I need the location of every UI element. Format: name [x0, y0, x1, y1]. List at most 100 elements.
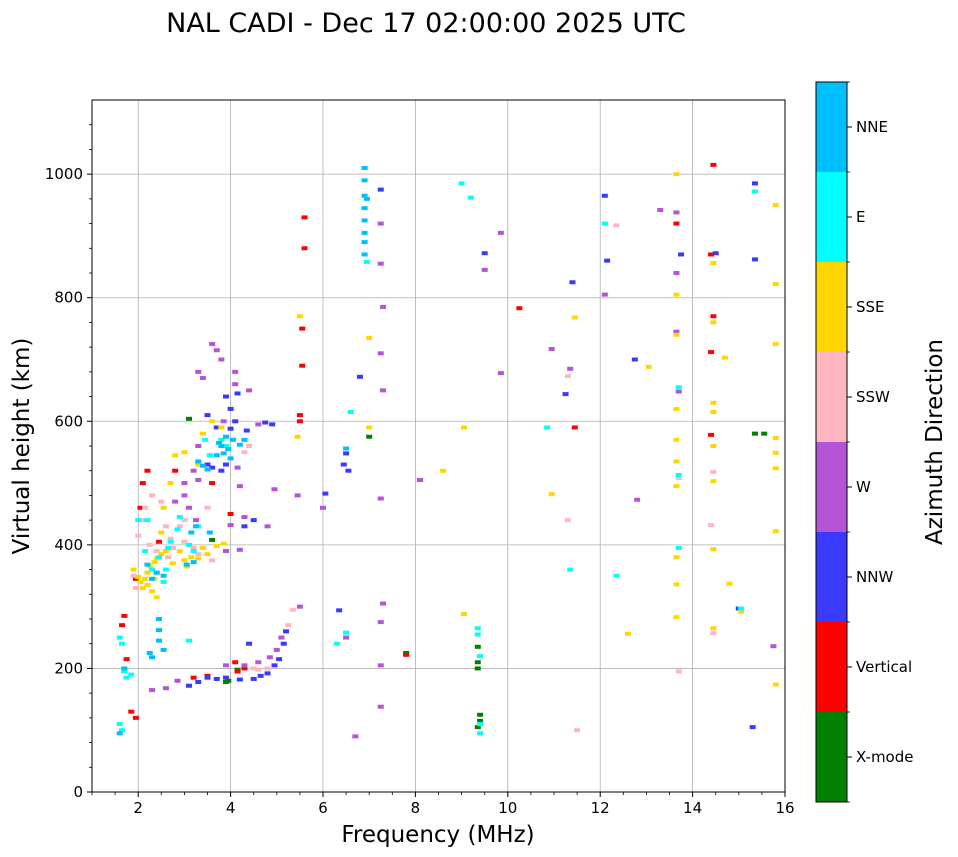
data-point	[153, 549, 160, 554]
colorbar-label: X-mode	[856, 748, 913, 766]
data-point	[169, 561, 176, 566]
data-point	[116, 731, 123, 736]
data-point	[710, 314, 717, 319]
colorbar-label: SSE	[856, 298, 885, 316]
data-point	[188, 555, 195, 560]
data-point	[255, 660, 262, 665]
data-point	[548, 346, 555, 351]
data-point	[296, 413, 303, 418]
data-point	[195, 462, 202, 467]
data-point	[220, 419, 227, 424]
data-point	[206, 453, 213, 458]
y-tick-label: 400	[54, 536, 83, 554]
data-point	[192, 524, 199, 529]
data-point	[181, 558, 188, 563]
data-point	[708, 350, 715, 355]
data-point	[144, 562, 151, 567]
data-point	[213, 348, 220, 353]
data-point	[167, 536, 174, 541]
data-point	[222, 462, 229, 467]
data-point	[366, 425, 373, 430]
data-point	[241, 663, 248, 668]
data-point	[269, 422, 276, 427]
data-point	[645, 364, 652, 369]
data-point	[176, 549, 183, 554]
data-point	[213, 425, 220, 430]
data-point	[772, 342, 779, 347]
data-point	[474, 632, 481, 637]
data-point	[241, 524, 248, 529]
data-point	[135, 518, 142, 523]
data-point	[139, 586, 146, 591]
y-tick-label: 0	[73, 783, 83, 801]
data-point	[377, 221, 384, 226]
data-point	[710, 469, 717, 474]
data-point	[675, 389, 682, 394]
data-point	[204, 675, 211, 680]
data-point	[710, 400, 717, 405]
data-point	[675, 476, 682, 481]
data-point	[186, 542, 193, 547]
data-point	[477, 722, 484, 727]
data-point	[169, 545, 176, 550]
data-point	[772, 203, 779, 208]
data-point	[181, 481, 188, 486]
data-point	[710, 410, 717, 415]
colorbar-segment	[816, 172, 847, 262]
data-point	[181, 539, 188, 544]
data-point	[708, 432, 715, 437]
colorbar-segment	[816, 82, 847, 172]
data-point	[751, 189, 758, 194]
data-point	[190, 468, 197, 473]
data-point	[155, 555, 162, 560]
data-point	[158, 530, 165, 535]
data-point	[516, 306, 523, 311]
data-point	[246, 444, 253, 448]
data-point	[361, 252, 368, 257]
data-point	[673, 437, 680, 442]
data-point	[710, 631, 717, 636]
data-point	[149, 576, 156, 581]
data-point	[363, 259, 370, 264]
data-point	[192, 518, 199, 523]
data-point	[613, 223, 620, 228]
data-point	[673, 271, 680, 275]
data-point	[195, 369, 202, 374]
data-point	[356, 374, 363, 379]
data-point	[772, 282, 779, 287]
data-point	[708, 252, 715, 257]
data-point	[761, 431, 768, 436]
data-point	[673, 406, 680, 411]
data-point	[190, 560, 197, 565]
data-point	[285, 623, 292, 628]
data-point	[243, 428, 250, 433]
data-point	[218, 425, 225, 430]
data-point	[116, 722, 123, 727]
data-point	[710, 547, 717, 552]
y-tick-label: 800	[54, 289, 83, 307]
series-vertical	[119, 162, 717, 720]
data-point	[153, 595, 160, 600]
colorbar-segment	[816, 352, 847, 442]
colorbar-frame	[815, 81, 848, 803]
data-point	[377, 663, 384, 668]
data-point	[255, 422, 262, 427]
data-point	[474, 626, 481, 631]
data-point	[222, 434, 229, 439]
colorbar: X-mode Vertical NNW W SSW SSE E NNE	[815, 81, 913, 803]
data-point	[236, 442, 243, 447]
colorbar-label: NNW	[856, 568, 893, 586]
data-point	[567, 366, 574, 371]
data-point	[222, 663, 229, 668]
data-point	[209, 465, 216, 470]
data-point	[160, 505, 167, 510]
axis-ticks: 2 4 6 8 10 12 14 16 0 200 400 600 800 1000	[45, 124, 795, 817]
data-point	[246, 388, 253, 393]
data-point	[673, 484, 680, 489]
data-point	[296, 604, 303, 609]
data-point	[361, 178, 368, 183]
x-tick-label: 4	[226, 799, 236, 817]
data-point	[216, 440, 223, 445]
data-point	[673, 555, 680, 560]
data-point	[567, 567, 574, 572]
